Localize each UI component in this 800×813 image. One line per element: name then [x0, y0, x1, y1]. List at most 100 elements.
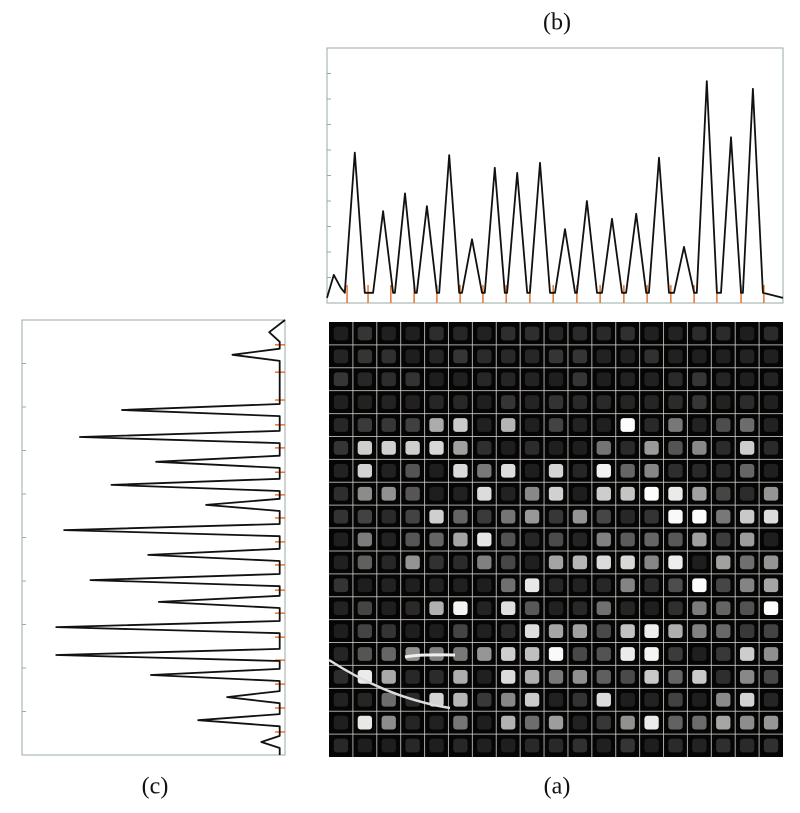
spot [692, 509, 707, 524]
spot [716, 372, 731, 387]
spot [644, 395, 659, 409]
spot [501, 578, 516, 593]
spot [333, 532, 349, 547]
spot [477, 692, 492, 707]
spot [596, 418, 611, 432]
spot [739, 509, 755, 524]
spot [668, 738, 683, 753]
spot [453, 372, 468, 387]
spot [763, 418, 779, 432]
spot [739, 692, 755, 707]
spot [405, 738, 420, 753]
spot [763, 555, 779, 570]
spot [716, 601, 731, 616]
spot [524, 486, 540, 501]
spot [524, 647, 540, 661]
spot [716, 463, 731, 478]
spot [596, 715, 611, 730]
spot [381, 532, 396, 547]
spot [548, 624, 564, 638]
spot [572, 395, 588, 409]
spot [333, 692, 349, 707]
spot [405, 395, 420, 409]
spot [716, 738, 731, 753]
spot [548, 509, 564, 524]
spot [405, 372, 420, 387]
spot [501, 647, 516, 661]
spot [668, 486, 683, 501]
spot [524, 601, 540, 616]
spot [477, 509, 492, 524]
spot [620, 509, 635, 524]
spot [572, 578, 588, 593]
spot [501, 670, 516, 684]
spot [620, 578, 635, 593]
spot [524, 372, 540, 387]
spot [501, 692, 516, 707]
spot [716, 624, 731, 638]
spot [333, 578, 349, 593]
spot [381, 692, 396, 707]
spot [477, 486, 492, 501]
spot [477, 624, 492, 638]
spot [739, 670, 755, 684]
spot [501, 738, 516, 753]
spot [668, 555, 683, 570]
spot [333, 715, 349, 730]
spot [572, 532, 588, 547]
spot [524, 578, 540, 593]
spot [620, 418, 635, 432]
spot [644, 418, 659, 432]
spot [477, 670, 492, 684]
spot [501, 486, 516, 501]
spot [381, 624, 396, 638]
spot [620, 463, 635, 478]
plot-frame [326, 47, 784, 304]
spot [668, 463, 683, 478]
spot [501, 395, 516, 409]
spot [524, 624, 540, 638]
spot [524, 463, 540, 478]
spot [716, 715, 731, 730]
spot [644, 738, 659, 753]
spot [477, 738, 492, 753]
spot [692, 486, 707, 501]
spot [477, 532, 492, 547]
spot [644, 624, 659, 638]
spot [429, 738, 444, 753]
spot [477, 601, 492, 616]
spot [357, 463, 373, 478]
spot [572, 555, 588, 570]
spot [716, 555, 731, 570]
caption-c: (c) [142, 774, 169, 800]
spot [357, 532, 373, 547]
spot [524, 715, 540, 730]
spot [644, 326, 659, 341]
spot [501, 601, 516, 616]
spot [644, 715, 659, 730]
spot [453, 463, 468, 478]
spot [405, 624, 420, 638]
spot [453, 738, 468, 753]
spot [524, 692, 540, 707]
spot [524, 441, 540, 455]
spot [548, 578, 564, 593]
spot [716, 326, 731, 341]
spot [405, 715, 420, 730]
spot [739, 395, 755, 409]
spot [429, 418, 444, 432]
spot [644, 463, 659, 478]
spot [572, 463, 588, 478]
spot [381, 372, 396, 387]
spot [668, 326, 683, 341]
spot [763, 578, 779, 593]
spot [405, 441, 420, 455]
spot [692, 647, 707, 661]
spot [620, 486, 635, 501]
spot [596, 441, 611, 455]
spot [644, 532, 659, 547]
spot [333, 326, 349, 341]
spot [620, 715, 635, 730]
spot [548, 349, 564, 364]
spot [357, 418, 373, 432]
